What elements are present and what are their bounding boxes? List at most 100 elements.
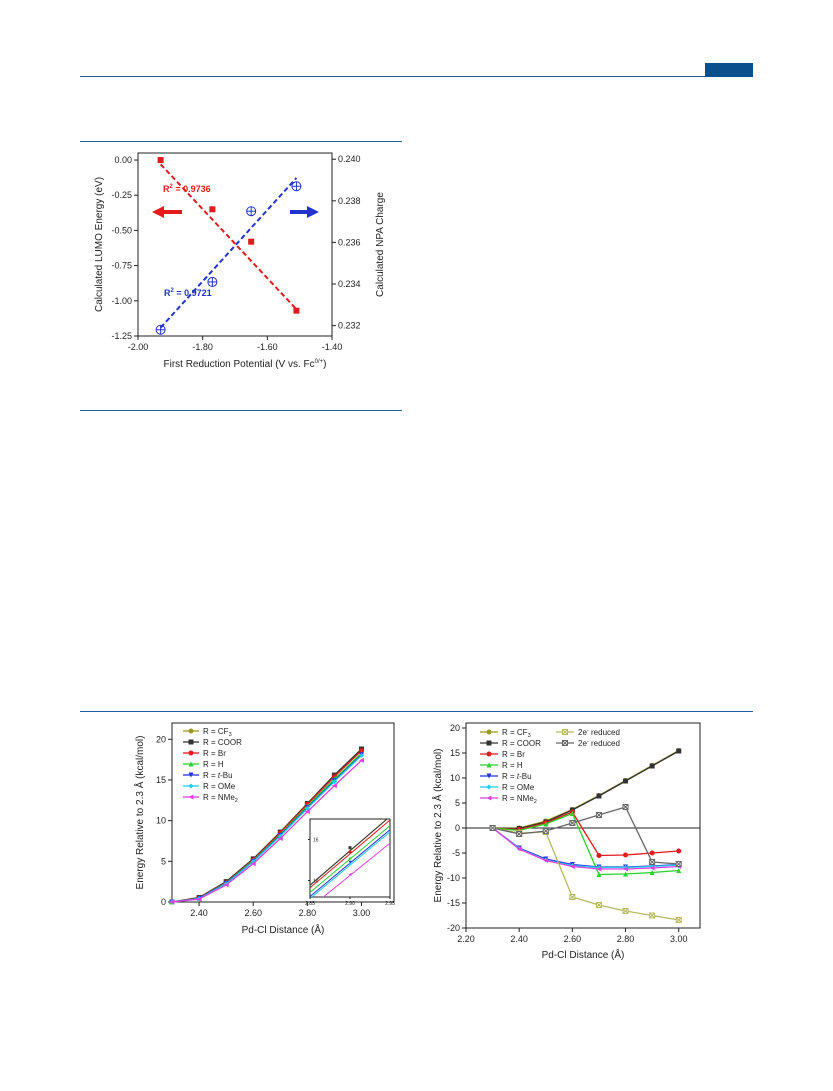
x-axis-label-main: First Reduction Potential (V vs. Fc	[163, 359, 314, 370]
page-tab	[705, 63, 753, 77]
data-point-1-5	[623, 778, 629, 784]
x-tick-label: 2.80	[617, 934, 635, 944]
energy-vs-distance-reduced-chart: 2.20 2.40 2.60 2.80 3.00 20 15 10 5 0 -5 -10 -15 -20 P…	[431, 722, 701, 960]
x-tick-label: 2.40	[190, 908, 208, 918]
x-tick-label: 2.60	[564, 934, 582, 944]
series-line-1	[492, 750, 680, 830]
data-point-5-6	[331, 779, 337, 785]
data-point-1-3	[291, 181, 302, 192]
data-point-7-6-d2	[649, 912, 655, 919]
data-point-7-7-d2	[675, 917, 682, 923]
data-point-8-0	[489, 825, 496, 831]
legend-marker-2	[486, 751, 492, 757]
legend-label: R = t-Bu	[502, 772, 532, 781]
data-point-8-1	[516, 831, 523, 837]
legend-label: 2e- reduced	[578, 728, 620, 737]
y-tick-label: 5	[455, 798, 460, 808]
r-squared-label: R2 = 0.9721	[164, 288, 212, 298]
y-tick-label: -10	[447, 873, 460, 883]
legend-label: R = t-Bu	[203, 771, 233, 780]
series-line-6	[171, 759, 362, 903]
y-tick-label: 10	[450, 773, 460, 783]
legend-label: R = COOR	[203, 738, 242, 747]
data-point-7-5-d2	[622, 908, 629, 914]
legend-marker-5	[486, 784, 492, 790]
legend-label: R = CF3	[502, 728, 531, 739]
data-point-8-3-d2	[569, 820, 576, 826]
r-squared-label: R2 = 0.9736	[163, 184, 211, 194]
data-point-6-2	[223, 882, 229, 888]
y-tick-label: -1.25	[111, 331, 132, 341]
legend-label: R = OMe	[502, 783, 535, 792]
data-point-7-3-d2	[569, 894, 576, 900]
data-point-7-4-d2	[596, 902, 602, 908]
legend-label-part: R =	[203, 771, 218, 780]
legend-marker-0	[486, 729, 492, 735]
y-tick-label: 5	[161, 856, 166, 866]
r2-main: R	[163, 184, 170, 194]
series-line-7	[492, 827, 679, 921]
legend-label: R = H	[502, 761, 523, 770]
legend-label-part: -	[587, 739, 589, 745]
y-axis-label: Energy Relative to 2.3 Å (kcal/mol)	[431, 749, 444, 903]
data-point-1-4	[596, 793, 602, 799]
data-point-6-0	[169, 899, 175, 905]
data-point-8-0-d2	[489, 825, 496, 831]
arrow-right-icon	[290, 206, 319, 218]
legend-label-part: 2	[235, 798, 238, 804]
figure1-top-rule	[80, 141, 402, 142]
legend-label: R = COOR	[502, 739, 541, 748]
data-point-1-2	[246, 206, 257, 217]
data-point-7-6	[649, 912, 656, 919]
y2-axis-label: Calculated NPA Charge	[375, 192, 386, 297]
y2-tick-label: 0.240	[338, 154, 361, 164]
data-point-1-7	[676, 748, 682, 754]
x-tick-label: -2.00	[128, 342, 149, 352]
legend-marker-6	[486, 795, 492, 801]
inset-x-tick-label: 2.85	[305, 901, 315, 907]
legend-label: R = CF3	[203, 727, 232, 738]
y-tick-label: -0.75	[111, 261, 132, 271]
legend-marker-2	[188, 750, 194, 756]
legend-marker-3	[188, 761, 194, 767]
legend-marker-4	[188, 772, 194, 778]
legend-label: R = Br	[203, 749, 226, 758]
data-point-0-2	[248, 238, 255, 245]
x-axis-label: First Reduction Potential (V vs. Fc0/+)	[163, 359, 326, 370]
data-point-3-3	[569, 811, 575, 816]
y-tick-label: -5	[452, 848, 460, 858]
data-point-8-3	[569, 820, 576, 826]
y-tick-label: -1.00	[111, 296, 132, 306]
legend-label-part: t	[218, 771, 221, 780]
y-tick-label: 20	[450, 723, 460, 733]
data-point-8-4-d2	[596, 812, 602, 818]
data-point-6-3	[569, 864, 575, 869]
data-point-6-1	[516, 846, 522, 852]
inset-point-3	[348, 856, 352, 860]
y2-tick-label: 0.232	[338, 321, 361, 331]
data-point-6-6	[331, 783, 337, 789]
data-point-8-1-d2	[516, 831, 523, 837]
data-point-6-2	[543, 858, 549, 863]
data-point-8-5	[622, 804, 629, 810]
y-tick-label: 0.00	[114, 155, 132, 165]
inset-series-line-2	[310, 819, 390, 889]
data-point-0-1	[209, 206, 216, 213]
legend-label-part: R = Br	[203, 749, 226, 758]
legend-label: R = Br	[502, 750, 525, 759]
legend-label-part: 2	[534, 799, 537, 805]
legend-label-part: R = NMe	[203, 793, 235, 802]
legend-label: R = H	[203, 760, 224, 769]
legend-label-part: R = OMe	[502, 783, 535, 792]
inset-point-2	[348, 850, 352, 854]
legend-marker-7-d2	[562, 729, 568, 735]
y-tick-label: 15	[450, 748, 460, 758]
legend-label-part: 3	[528, 733, 531, 739]
y-tick-label: -20	[447, 923, 460, 933]
legend-label-part: 2e	[578, 728, 587, 737]
r2-main: R	[164, 288, 171, 298]
lumo-npa-correlation-chart: -2.00 -1.80 -1.60 -1.40 0.00 -0.25 -0.50 -0.75 -…	[94, 152, 386, 370]
legend-marker-1	[486, 740, 492, 746]
legend-label-part: R = CF	[502, 728, 528, 737]
legend-label-part: 3	[229, 732, 232, 738]
